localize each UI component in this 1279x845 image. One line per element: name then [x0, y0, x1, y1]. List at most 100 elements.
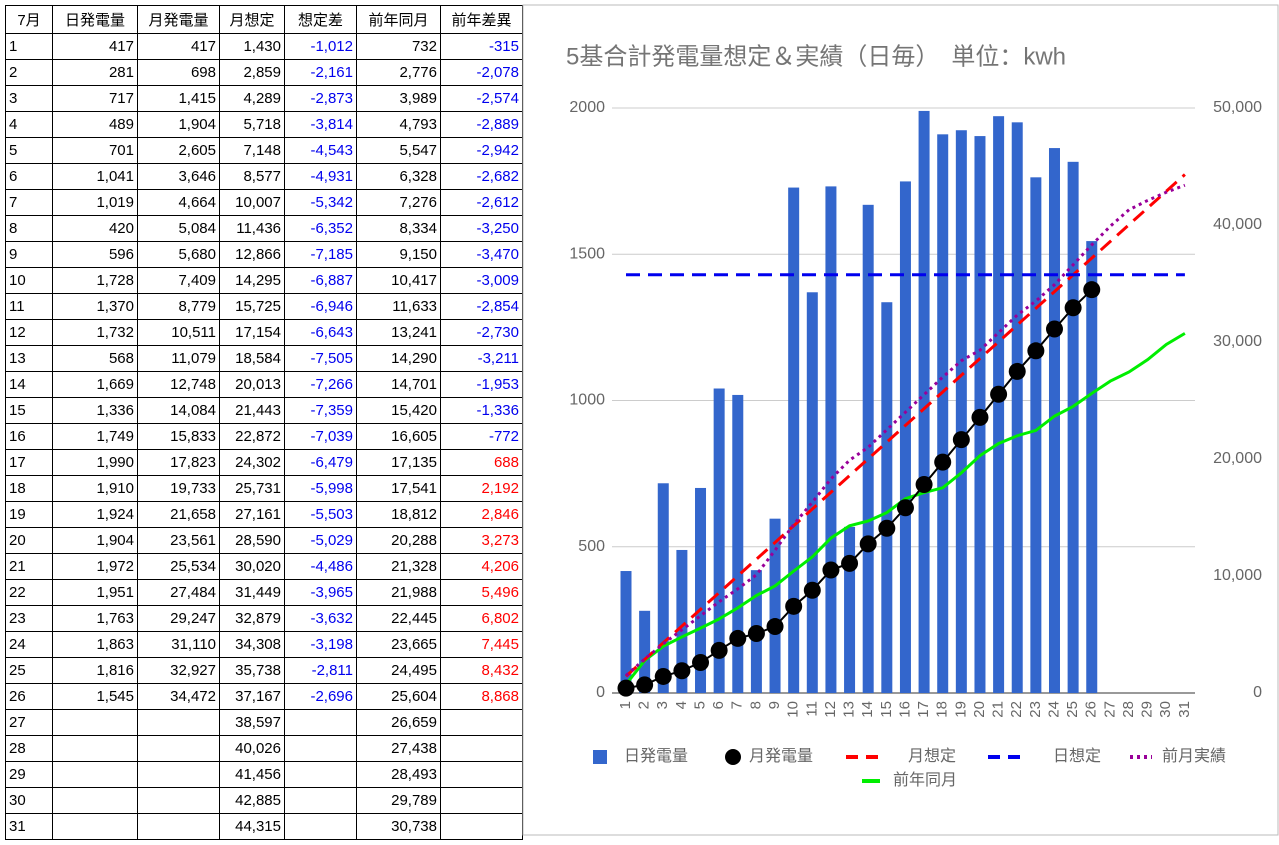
table-cell: 10,417: [356, 267, 441, 294]
table-cell: 30: [5, 787, 53, 814]
legend-label: 前年同月: [893, 771, 957, 789]
table-row: 7月 日発電量 月発電量 月想定 想定差 前年同月 前年差異: [5, 5, 523, 34]
table-cell: 12,866: [219, 241, 285, 268]
table-cell: [440, 735, 523, 762]
table-cell: 9: [5, 241, 53, 268]
table-cell: [137, 787, 220, 814]
point: [673, 662, 691, 680]
x-tick-label: 27: [1101, 701, 1118, 718]
table-cell: [137, 813, 220, 840]
bar: [899, 181, 911, 694]
table-cell: 732: [356, 33, 441, 60]
bar: [1067, 161, 1079, 693]
point: [934, 453, 952, 471]
point: [952, 431, 970, 449]
table-cell: -4,543: [284, 137, 357, 164]
table-cell: 2,846: [440, 501, 523, 528]
table-cell: 19,733: [137, 475, 220, 502]
table-cell: 688: [440, 449, 523, 476]
table-cell: 489: [52, 111, 138, 138]
bar: [825, 186, 837, 693]
point: [1045, 320, 1063, 338]
table-cell: -3,965: [284, 579, 357, 606]
table-cell: 4,289: [219, 85, 285, 112]
table-cell: 15,725: [219, 293, 285, 320]
table-row: 5 701 2,605 7,148 -4,543 5,547 -2,942: [5, 137, 523, 164]
table-cell: 1,728: [52, 267, 138, 294]
point: [710, 641, 728, 659]
table-cell: 34,308: [219, 631, 285, 658]
table-cell: 35,738: [219, 657, 285, 684]
table-cell: 24: [5, 631, 53, 658]
x-tick-label: 28: [1120, 701, 1137, 718]
bar: [862, 204, 874, 693]
table-cell: 1,990: [52, 449, 138, 476]
table-cell: 10,511: [137, 319, 220, 346]
bar: [993, 116, 1005, 693]
bar: [713, 388, 725, 693]
table-cell: 7,148: [219, 137, 285, 164]
x-tick-label: 19: [952, 701, 969, 718]
table-cell: 28: [5, 735, 53, 762]
x-tick-label: 15: [878, 701, 895, 718]
table-cell: -6,946: [284, 293, 357, 320]
table-cell: 1,430: [219, 33, 285, 60]
table-cell: [137, 735, 220, 762]
table-cell: -7,359: [284, 397, 357, 424]
table-cell: 21: [5, 553, 53, 580]
table-cell: 7,276: [356, 189, 441, 216]
table-cell: [440, 761, 523, 788]
table-cell: 月発電量: [137, 5, 220, 34]
table-cell: [284, 813, 357, 840]
table-cell: 14,701: [356, 371, 441, 398]
table-cell: 28,590: [219, 527, 285, 554]
table-cell: -5,342: [284, 189, 357, 216]
table-cell: 1,863: [52, 631, 138, 658]
table-row: 15 1,336 14,084 21,443 -7,359 15,420 -1,336: [5, 397, 523, 424]
x-tick-label: 10: [785, 701, 802, 718]
bar: [955, 130, 967, 694]
table-cell: 417: [137, 33, 220, 60]
y-tick-label: 500: [578, 538, 605, 555]
table-cell: 25,731: [219, 475, 285, 502]
table-cell: 1,669: [52, 371, 138, 398]
table-cell: 26,659: [356, 709, 441, 736]
table-cell: 19: [5, 501, 53, 528]
table-cell: [52, 735, 138, 762]
table-cell: -6,887: [284, 267, 357, 294]
table-cell: 17,541: [356, 475, 441, 502]
table-cell: [440, 787, 523, 814]
table-cell: 4,206: [440, 553, 523, 580]
table-cell: 23,561: [137, 527, 220, 554]
table-cell: [137, 761, 220, 788]
table-cell: -2,574: [440, 85, 523, 112]
table-cell: -2,889: [440, 111, 523, 138]
x-tick-label: 29: [1139, 701, 1156, 718]
table-cell: 7,445: [440, 631, 523, 658]
legend-swatch: [593, 750, 607, 764]
y-tick-label: 1000: [569, 392, 605, 409]
bar: [639, 610, 651, 693]
table-cell: 11,633: [356, 293, 441, 320]
table-cell: 24,495: [356, 657, 441, 684]
table-cell: 1,951: [52, 579, 138, 606]
point: [1083, 281, 1101, 299]
x-tick-label: 30: [1157, 701, 1174, 718]
x-tick-label: 18: [934, 701, 951, 718]
table-cell: -4,486: [284, 553, 357, 580]
table-row: 18 1,910 19,733 25,731 -5,998 17,541 2,192: [5, 475, 523, 502]
x-tick-label: 31: [1176, 701, 1193, 718]
table-cell: 8,334: [356, 215, 441, 242]
point: [1008, 362, 1026, 380]
table-cell: 32,879: [219, 605, 285, 632]
table-cell: 13,241: [356, 319, 441, 346]
table-cell: 20,013: [219, 371, 285, 398]
legend-swatch: [725, 749, 741, 765]
table-cell: -3,211: [440, 345, 523, 372]
table-cell: 27,438: [356, 735, 441, 762]
table-cell: [284, 709, 357, 736]
table-cell: 6: [5, 163, 53, 190]
table-cell: [52, 787, 138, 814]
table-cell: 7月: [5, 5, 53, 34]
table-cell: 34,472: [137, 683, 220, 710]
